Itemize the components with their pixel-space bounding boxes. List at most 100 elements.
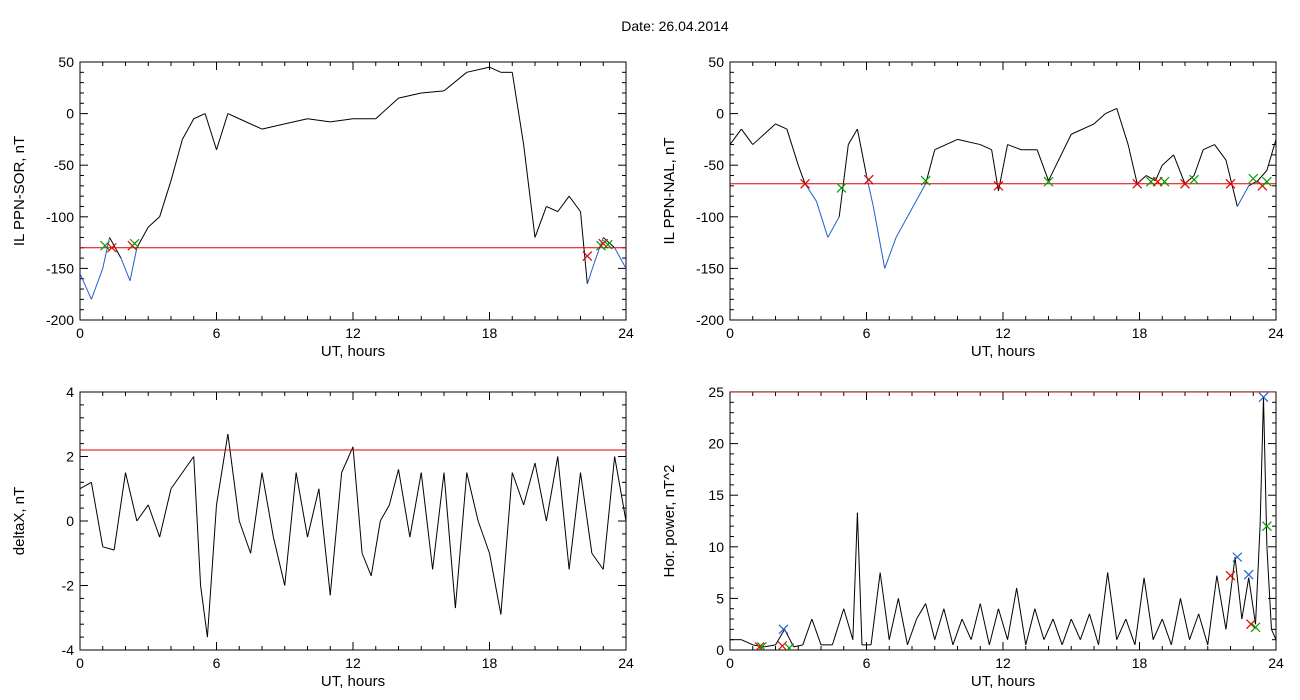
y-tick-label: -200 xyxy=(46,312,74,328)
series-segment xyxy=(1241,577,1250,620)
series-segment xyxy=(545,456,559,522)
series-segment xyxy=(1125,618,1136,646)
series-segment xyxy=(925,149,936,184)
series-segment xyxy=(147,504,161,538)
series-segment xyxy=(511,72,525,145)
series-segment xyxy=(1236,185,1250,207)
series-segment xyxy=(988,608,999,645)
series-segment xyxy=(80,273,92,300)
series-segment xyxy=(370,520,381,576)
series-segment xyxy=(379,504,390,522)
series-segment xyxy=(752,133,765,145)
series-segment xyxy=(591,552,604,570)
series-segment xyxy=(802,618,813,646)
series-segment xyxy=(815,201,829,238)
series-segment xyxy=(568,472,581,570)
series-segment xyxy=(1007,144,1022,151)
series-segment xyxy=(1198,613,1209,645)
x-tick-label: 0 xyxy=(726,655,734,671)
marker-red xyxy=(1225,570,1236,581)
marker-blue xyxy=(1232,552,1243,563)
series-segment xyxy=(797,165,806,184)
marker-blue xyxy=(1243,569,1254,580)
series-segment xyxy=(330,118,354,123)
marker-red xyxy=(106,242,117,253)
x-tick-label: 24 xyxy=(618,325,634,341)
x-tick-label: 18 xyxy=(1132,325,1148,341)
series-segment xyxy=(534,206,547,238)
series-segment xyxy=(847,128,858,145)
series-segment xyxy=(1154,164,1163,181)
x-tick-label: 24 xyxy=(618,655,634,671)
y-tick-label: -100 xyxy=(46,209,74,225)
x-tick-label: 12 xyxy=(995,655,1011,671)
series-segment xyxy=(227,433,240,522)
series-segment xyxy=(129,247,138,281)
series-segment xyxy=(793,644,803,648)
series-segment xyxy=(580,472,593,554)
series-segment xyxy=(1207,575,1218,645)
series-segment xyxy=(329,472,343,596)
series-segment xyxy=(454,472,468,609)
series-segment xyxy=(916,603,927,620)
series-segment xyxy=(261,472,274,538)
series-segment xyxy=(1071,123,1095,135)
series-segment xyxy=(730,128,742,145)
marker-green xyxy=(1189,174,1200,185)
series-segment xyxy=(120,257,131,281)
series-segment xyxy=(272,537,286,586)
x-axis-label: UT, hours xyxy=(321,343,385,360)
y-tick-label: -200 xyxy=(696,312,724,328)
y-tick-label: 10 xyxy=(708,539,724,555)
series-segment xyxy=(1262,397,1268,547)
series-segment xyxy=(409,472,422,538)
marker-green xyxy=(1261,521,1272,532)
series-segment xyxy=(997,608,1009,640)
x-tick-label: 6 xyxy=(213,655,221,671)
series-segment xyxy=(870,572,881,645)
x-axis-label: UT, hours xyxy=(971,673,1035,690)
x-tick-label: 18 xyxy=(482,655,498,671)
marker-green xyxy=(1248,173,1259,184)
series-segment xyxy=(593,237,604,264)
series-segment xyxy=(170,139,183,181)
series-segment xyxy=(1093,113,1106,125)
series-segment xyxy=(602,237,615,249)
series-segment xyxy=(1116,108,1129,145)
series-segment xyxy=(884,237,897,269)
y-tick-label: 4 xyxy=(66,384,74,400)
y-tick-label: -50 xyxy=(704,157,724,173)
series-segment xyxy=(443,472,456,609)
series-segment xyxy=(181,456,195,473)
chart-hor-power: 0 6 12 18 24 0 5 10 15 20 25 UT, hours Hor. power, n… xyxy=(661,384,1284,690)
chart-ppn-nal: 0 6 12 18 24 -200 -150 -100 -50 0 50 UT, hours IL PP… xyxy=(661,54,1284,360)
series-segment xyxy=(1052,618,1063,646)
series-segment xyxy=(102,546,115,551)
series-segment xyxy=(856,128,867,176)
series-segment xyxy=(204,113,217,150)
series-segment xyxy=(852,512,858,640)
series-segment xyxy=(443,71,468,92)
x-tick-label: 0 xyxy=(76,655,84,671)
series-segment xyxy=(477,520,490,554)
plot-frame xyxy=(729,391,1277,651)
series-segment xyxy=(388,469,399,505)
series-segment xyxy=(1088,613,1100,645)
series-segment xyxy=(1225,557,1236,630)
marker-red xyxy=(1132,178,1143,189)
series-segment xyxy=(934,138,958,151)
series-segment xyxy=(147,216,160,228)
series-segment xyxy=(181,118,195,140)
series-segment xyxy=(307,118,331,123)
plot-frame xyxy=(729,61,1277,321)
series-segment xyxy=(284,118,308,125)
series-segment xyxy=(193,456,202,586)
series-segment xyxy=(934,608,945,640)
marker-green xyxy=(784,643,795,650)
series-segment xyxy=(1025,608,1036,645)
date-title: Date: 26.04.2014 xyxy=(621,18,729,34)
y-tick-label: 0 xyxy=(716,642,724,658)
x-tick-label: 12 xyxy=(345,655,361,671)
series-segment xyxy=(90,268,104,300)
series-segment xyxy=(361,553,372,577)
